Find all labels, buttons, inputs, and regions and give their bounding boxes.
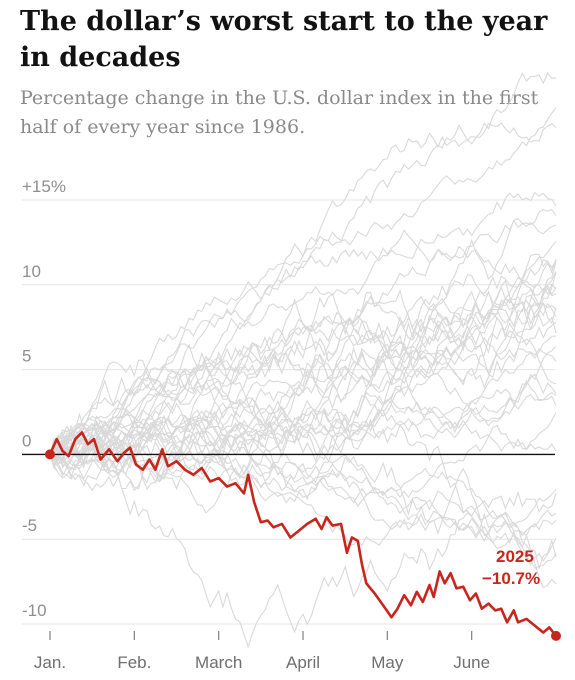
end-point — [551, 630, 561, 641]
highlight-value-label: −10.7% — [482, 569, 540, 588]
x-tick-label: March — [195, 653, 242, 672]
x-tick-label: May — [371, 653, 404, 672]
historical-year-line — [49, 412, 557, 504]
historical-year-line — [49, 258, 557, 469]
historical-year-line — [49, 454, 557, 649]
historical-year-line — [49, 292, 557, 455]
x-axis: Jan. Feb. March April May June — [34, 631, 490, 672]
start-point — [45, 449, 55, 460]
y-tick-label: -5 — [22, 516, 37, 535]
highlight-2025-layer — [45, 431, 561, 641]
y-tick-label: 10 — [22, 262, 41, 281]
historical-year-line — [49, 422, 557, 537]
x-tick-label: April — [286, 653, 320, 672]
historical-year-line — [49, 330, 557, 480]
chart-subtitle: Percentage change in the U.S. dollar ind… — [20, 87, 539, 138]
historical-year-line — [49, 191, 557, 455]
x-tick-label: Jan. — [34, 653, 66, 672]
x-tick-label: Feb. — [117, 653, 151, 672]
y-tick-label: 5 — [22, 347, 31, 366]
historical-years-lines — [49, 71, 557, 649]
x-tick-label: June — [453, 653, 490, 672]
y-tick-label: +15% — [22, 177, 66, 196]
highlight-2025-line — [48, 431, 558, 637]
historical-year-line — [49, 321, 557, 464]
historical-year-line — [49, 284, 557, 455]
historical-year-line — [49, 271, 557, 469]
historical-year-line — [49, 71, 557, 455]
y-tick-label: -10 — [22, 601, 47, 620]
historical-year-line — [49, 336, 557, 457]
grid-layer: +15% 10 5 0 -5 -10 — [22, 177, 555, 625]
y-tick-label: 0 — [22, 431, 31, 450]
historical-year-line — [50, 379, 557, 471]
historical-year-line — [49, 285, 557, 465]
historical-year-line — [49, 240, 557, 455]
highlight-year-label: 2025 — [496, 547, 534, 566]
historical-year-line — [49, 416, 557, 547]
historical-year-line — [49, 261, 557, 456]
chart-title: The dollar’s worst start to the year in … — [20, 6, 548, 73]
historical-year-line — [49, 373, 557, 475]
historical-year-line — [49, 253, 557, 458]
